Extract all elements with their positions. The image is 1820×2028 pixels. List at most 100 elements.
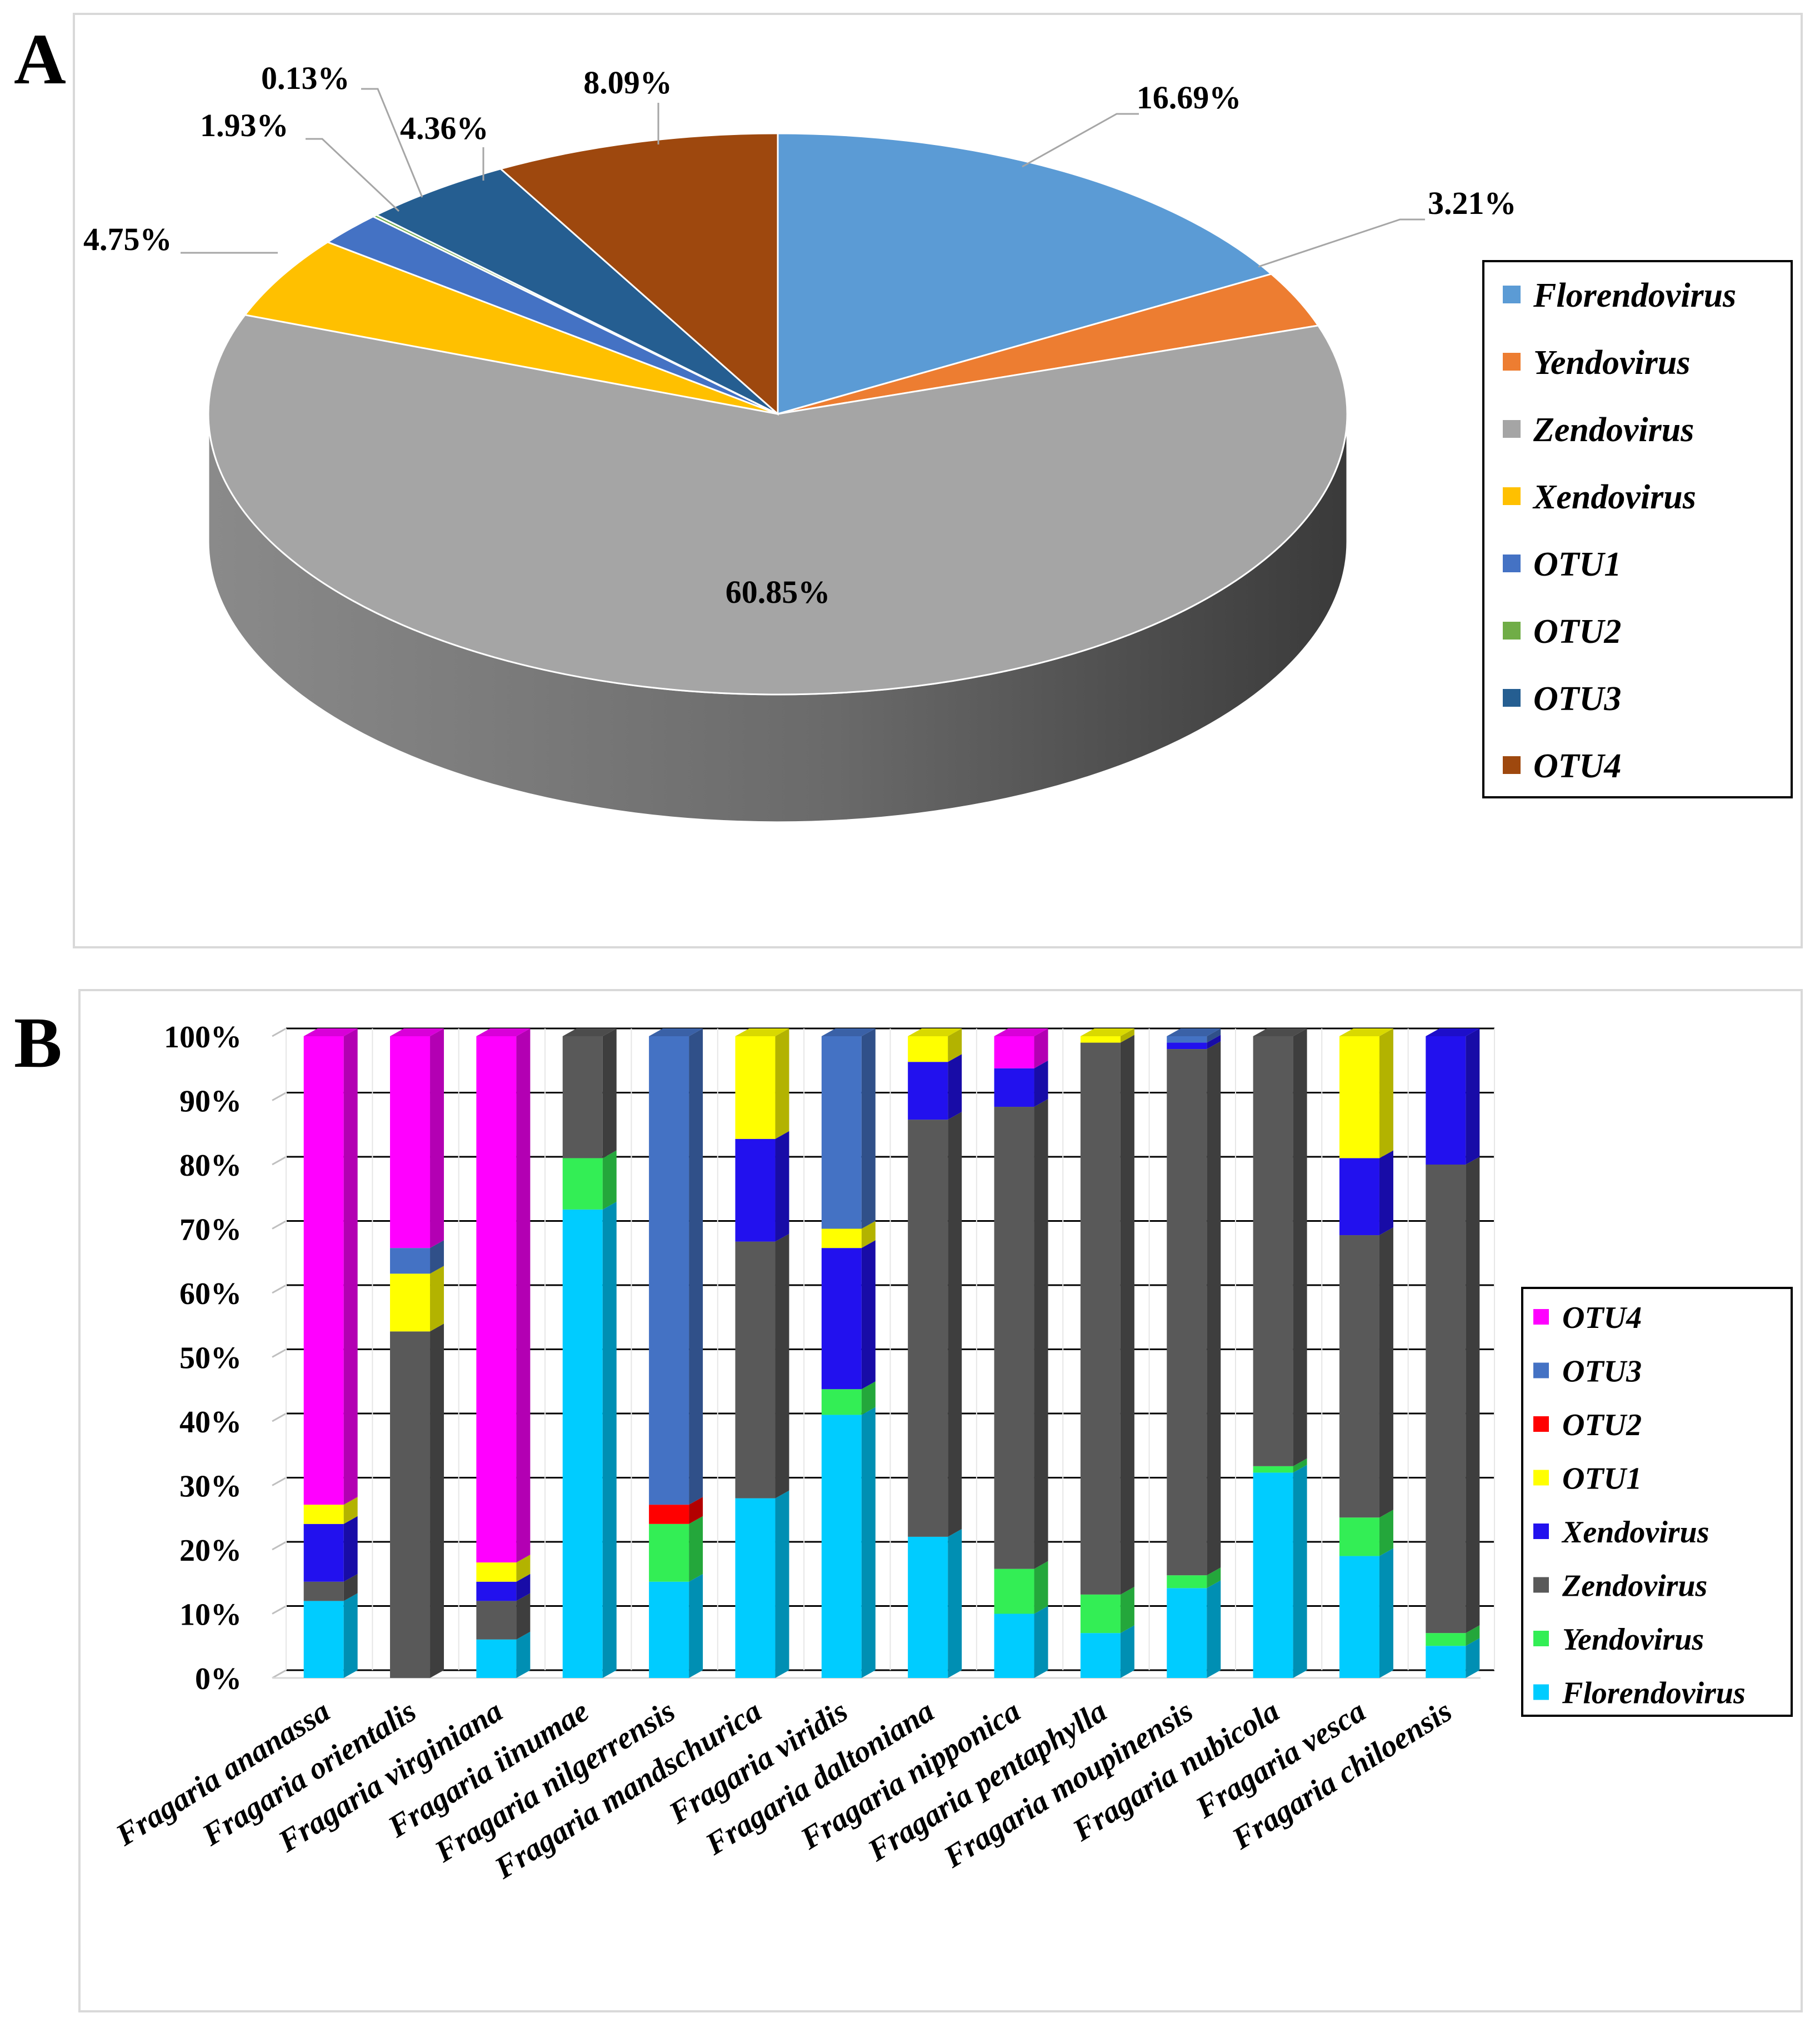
gridline-depth bbox=[272, 1156, 287, 1166]
bar-segment-side bbox=[1207, 1567, 1221, 1589]
gridline-depth bbox=[272, 1412, 287, 1422]
bar-segment bbox=[562, 1209, 603, 1678]
bar-segment-side bbox=[1207, 1580, 1221, 1678]
bar-segment-side bbox=[1466, 1625, 1480, 1646]
bar-segment-side bbox=[516, 1028, 531, 1563]
pie-legend: Florendovirus Yendovirus Zendovirus Xendovi… bbox=[1482, 260, 1793, 798]
bar-segment-side bbox=[1379, 1150, 1393, 1236]
bar-top bbox=[1080, 1028, 1134, 1036]
pie-legend-entry: Zendovirus bbox=[1533, 411, 1694, 449]
bar-segment bbox=[1080, 1594, 1121, 1634]
bar-segment bbox=[1426, 1165, 1466, 1634]
bar-legend-swatch bbox=[1533, 1470, 1549, 1486]
bar-segment bbox=[735, 1498, 776, 1678]
bar-segment-side bbox=[775, 1233, 789, 1498]
gridline-depth bbox=[272, 1541, 287, 1551]
bar-segment bbox=[303, 1036, 344, 1505]
bar-segment-side bbox=[1379, 1227, 1393, 1518]
gridline-depth bbox=[272, 1220, 287, 1230]
bar-chart: 0%10%20%30%40%50%60%70%80%90%100%Fragari… bbox=[109, 1020, 1495, 1886]
pie-legend-entry: OTU4 bbox=[1533, 747, 1621, 785]
pie-legend-swatch bbox=[1503, 622, 1521, 640]
y-tick-label: 70% bbox=[179, 1213, 242, 1247]
bar-segment-side bbox=[1207, 1035, 1221, 1050]
bar-segment bbox=[1167, 1049, 1207, 1576]
bar-segment bbox=[1253, 1036, 1293, 1466]
pie-legend-entry: OTU1 bbox=[1533, 546, 1621, 583]
bar-segment-side bbox=[861, 1240, 876, 1390]
bar-segment bbox=[735, 1241, 776, 1498]
bar-segment-side bbox=[1034, 1561, 1048, 1614]
bar-top bbox=[1253, 1028, 1307, 1036]
bar-segment bbox=[994, 1569, 1034, 1614]
bar-top bbox=[562, 1028, 617, 1036]
bar-segment bbox=[476, 1562, 517, 1582]
bar-legend-swatch bbox=[1533, 1631, 1549, 1646]
bar-segment-side bbox=[1293, 1028, 1307, 1466]
y-tick-label: 100% bbox=[164, 1020, 242, 1055]
pie-data-label: 4.36% bbox=[400, 110, 489, 146]
gridline-depth bbox=[272, 1605, 287, 1615]
bar-segment bbox=[821, 1248, 862, 1390]
bar-segment bbox=[562, 1158, 603, 1210]
bar-legend-entry: Zendovirus bbox=[1562, 1569, 1707, 1604]
bar-segment-side bbox=[343, 1574, 358, 1601]
bar-segment-side bbox=[1034, 1028, 1048, 1068]
bar-segment-side bbox=[1466, 1028, 1480, 1165]
pie-leader-line bbox=[361, 88, 423, 198]
pie-slice-otu4 bbox=[499, 132, 779, 416]
pie-legend-swatch bbox=[1503, 487, 1521, 505]
bar-segment bbox=[649, 1581, 689, 1678]
pie-data-label: 4.75% bbox=[83, 221, 172, 257]
bar-legend-swatch bbox=[1533, 1309, 1549, 1325]
bar-segment bbox=[735, 1138, 776, 1242]
pie-legend-swatch bbox=[1503, 689, 1521, 707]
bar-segment-side bbox=[430, 1323, 444, 1678]
bar-segment bbox=[303, 1601, 344, 1678]
bar-segment-side bbox=[775, 1028, 789, 1139]
bar-segment bbox=[1339, 1036, 1379, 1158]
bar-segment bbox=[821, 1228, 862, 1248]
bar-segment bbox=[476, 1036, 517, 1563]
pie-data-label: 0.13% bbox=[261, 60, 350, 96]
bar-segment-side bbox=[1120, 1028, 1134, 1043]
y-tick-label: 90% bbox=[179, 1085, 242, 1119]
bar-segment-side bbox=[430, 1240, 444, 1274]
pie-data-label: 3.21% bbox=[1428, 185, 1517, 221]
bar-legend-entry: OTU3 bbox=[1562, 1355, 1642, 1389]
bar-segment bbox=[1339, 1158, 1379, 1236]
bar-segment bbox=[1080, 1036, 1121, 1043]
pie-slice-florendovirus bbox=[777, 132, 1273, 415]
bar-segment bbox=[303, 1581, 344, 1601]
bar-segment-side bbox=[861, 1407, 876, 1678]
pie-data-label: 1.93% bbox=[200, 107, 289, 143]
bar-segment bbox=[994, 1068, 1034, 1107]
bar-segment bbox=[303, 1505, 344, 1524]
bar-top bbox=[649, 1028, 703, 1036]
bar-segment bbox=[1426, 1036, 1466, 1165]
y-tick-label: 0% bbox=[195, 1662, 242, 1696]
pie-leader-line bbox=[306, 138, 400, 212]
bar-top bbox=[821, 1028, 876, 1036]
pie-legend-swatch bbox=[1503, 555, 1521, 572]
bar-segment bbox=[994, 1107, 1034, 1569]
bar-top bbox=[994, 1028, 1048, 1036]
gridline-depth bbox=[272, 1092, 287, 1101]
y-tick-label: 10% bbox=[179, 1598, 242, 1632]
pie-leader-line bbox=[1258, 218, 1425, 268]
bar-segment-side bbox=[1293, 1465, 1307, 1678]
bar-segment bbox=[1167, 1575, 1207, 1589]
pie-legend-entry: OTU2 bbox=[1533, 613, 1621, 651]
bar-segment-side bbox=[516, 1555, 531, 1582]
bar-legend-swatch bbox=[1533, 1362, 1549, 1378]
y-tick-label: 50% bbox=[179, 1341, 242, 1376]
bar-segment-side bbox=[775, 1490, 789, 1678]
bar-segment-side bbox=[689, 1574, 703, 1678]
bar-segment-side bbox=[948, 1028, 962, 1062]
bar-legend-swatch bbox=[1533, 1684, 1549, 1700]
bar-legend-entry: OTU4 bbox=[1562, 1301, 1642, 1335]
gridline-depth bbox=[272, 1284, 287, 1294]
bar-segment bbox=[476, 1581, 517, 1601]
bar-segment bbox=[994, 1036, 1034, 1068]
